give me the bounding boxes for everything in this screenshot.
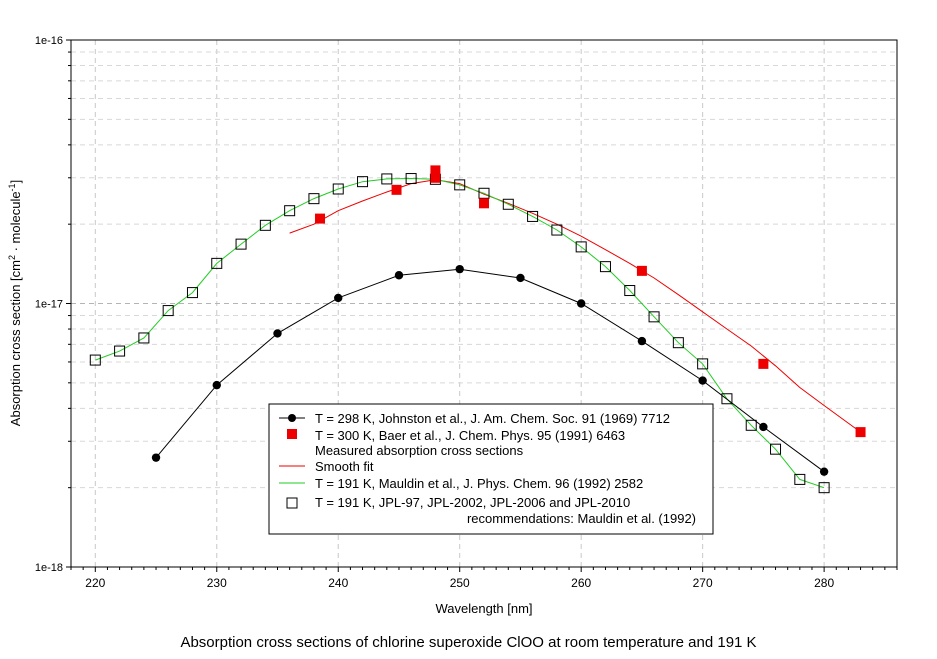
data-point-circle (212, 380, 221, 390)
legend-box (268, 403, 714, 535)
x-tick-label: 240 (328, 576, 348, 590)
series-1 (315, 165, 866, 438)
legend-marker-baer (287, 429, 297, 439)
data-point-square-open (114, 345, 126, 357)
series-4 (89, 173, 830, 494)
data-point-circle (394, 271, 404, 280)
data-point-square-open (502, 198, 514, 210)
legend-label-baer: T = 300 K, Baer et al., J. Chem. Phys. 9… (315, 428, 625, 443)
data-point-square-filled (758, 358, 769, 369)
x-tick-label: 230 (207, 576, 227, 590)
legend-label-mauldin: T = 191 K, Mauldin et al., J. Phys. Chem… (315, 476, 643, 491)
data-point-square-open (527, 210, 539, 222)
figure-caption: Absorption cross sections of chlorine su… (180, 634, 757, 651)
series-layer (89, 165, 866, 494)
x-tick-label: 260 (571, 576, 591, 590)
series-line (289, 179, 861, 433)
data-point-square-open (478, 187, 490, 199)
data-point-circle (819, 467, 829, 476)
data-point-square-open (794, 473, 806, 485)
data-point-square-open (551, 224, 563, 236)
legend-label-johnston: T = 298 K, Johnston et al., J. Am. Chem.… (315, 411, 670, 426)
data-point-square-filled (391, 184, 402, 195)
data-point-square-open (697, 358, 709, 370)
data-point-circle (759, 422, 768, 432)
data-point-square-open (624, 285, 636, 297)
y-axis-ticks: 1e-18 1e-17 1e-16 (35, 35, 71, 574)
data-point-square-filled (479, 198, 489, 209)
series-3 (95, 177, 825, 489)
series-2 (289, 179, 861, 433)
data-point-square-filled (636, 265, 647, 276)
data-point-circle (516, 273, 525, 283)
series-line (95, 177, 825, 489)
chart-svg: 220 230 240 250 260 270 280 1e-18 1e-17 1e-16 Wa… (7, 35, 898, 616)
y-axis-label: Absorption cross section [cm2 · molecule… (7, 180, 23, 426)
legend-label-jpl: T = 191 K, JPL-97, JPL-2002, JPL-2006 an… (315, 495, 630, 510)
legend-label-smooth-fit: Smooth fit (315, 459, 374, 474)
legend-label-baer-line2: Measured absorption cross sections (315, 443, 524, 458)
data-point-square-filled (315, 213, 326, 224)
data-point-square-filled (855, 427, 866, 438)
data-point-square-open (308, 193, 320, 205)
legend: T = 298 K, Johnston et al., J. Am. Chem.… (268, 403, 714, 535)
data-point-square-open (721, 393, 733, 405)
data-point-square-open (332, 183, 344, 195)
data-point-square-open (381, 173, 393, 185)
x-tick-label: 220 (85, 576, 105, 590)
data-point-square-open (89, 354, 101, 366)
data-point-square-open (648, 311, 660, 323)
legend-label-jpl-line2: recommendations: Mauldin et al. (1992) (467, 511, 696, 526)
data-point-circle (637, 336, 647, 346)
x-axis-ticks: 220 230 240 250 260 270 280 (70, 567, 898, 590)
legend-marker-johnston (288, 414, 296, 422)
data-point-circle (576, 299, 586, 308)
data-point-square-open (211, 257, 223, 269)
data-point-square-open (745, 419, 757, 431)
data-point-square-open (186, 287, 198, 299)
x-axis-label: Wavelength [nm] (435, 601, 532, 616)
y-tick-label: 1e-18 (35, 562, 63, 574)
series-0 (151, 264, 829, 476)
data-point-square-open (162, 305, 174, 317)
data-point-square-open (259, 219, 271, 231)
data-point-square-open (672, 337, 684, 349)
data-point-circle (151, 453, 161, 462)
data-point-square-open (599, 261, 611, 273)
data-point-square-open (235, 238, 247, 250)
data-point-square-filled (430, 172, 441, 183)
x-tick-label: 280 (814, 576, 834, 590)
data-point-square-open (284, 205, 296, 217)
data-point-square-open (405, 173, 417, 185)
data-point-square-open (454, 179, 466, 191)
legend-marker-jpl (286, 497, 298, 509)
data-point-circle (455, 264, 464, 274)
data-point-circle (273, 329, 282, 338)
data-point-square-filled (430, 165, 441, 176)
x-tick-label: 250 (450, 576, 470, 590)
series-line (155, 268, 825, 473)
data-point-square-open (357, 176, 369, 188)
y-tick-label: 1e-16 (35, 35, 63, 47)
data-point-square-open (770, 443, 782, 455)
data-point-circle (698, 376, 707, 385)
data-point-circle (334, 293, 343, 303)
data-point-square-open (818, 482, 830, 494)
data-point-square-open (575, 241, 587, 253)
x-tick-label: 270 (693, 576, 713, 590)
data-point-square-open (138, 332, 150, 344)
y-tick-label: 1e-17 (35, 299, 63, 311)
